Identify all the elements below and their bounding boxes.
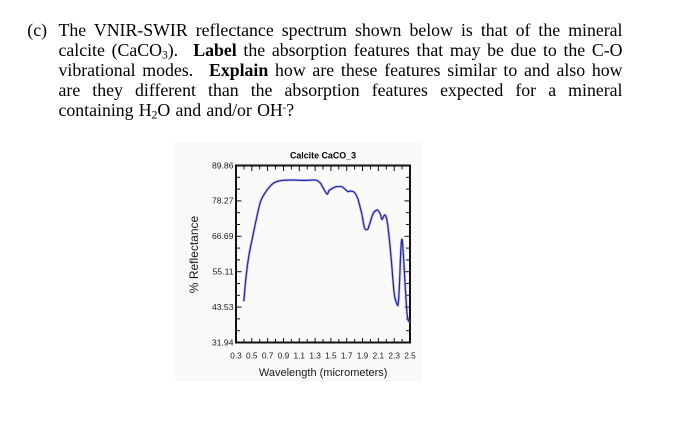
svg-text:1.5: 1.5 xyxy=(325,351,337,361)
svg-text:1.7: 1.7 xyxy=(341,351,353,361)
svg-text:Calcite CaCO_3: Calcite CaCO_3 xyxy=(290,151,356,161)
svg-text:Wavelength (micrometers): Wavelength (micrometers) xyxy=(259,367,388,379)
svg-text:43.53: 43.53 xyxy=(212,302,234,312)
svg-text:% Reflectance: % Reflectance xyxy=(187,215,201,293)
svg-text:89.86: 89.86 xyxy=(212,160,234,170)
svg-text:1.1: 1.1 xyxy=(294,351,306,361)
svg-text:0.9: 0.9 xyxy=(278,351,290,361)
svg-text:55.11: 55.11 xyxy=(213,267,234,277)
svg-text:2.1: 2.1 xyxy=(373,351,385,361)
svg-text:2.3: 2.3 xyxy=(388,351,400,361)
svg-text:0.7: 0.7 xyxy=(262,351,274,361)
svg-text:1.3: 1.3 xyxy=(309,351,321,361)
svg-text:2.5: 2.5 xyxy=(404,351,416,361)
svg-text:1.9: 1.9 xyxy=(357,351,369,361)
svg-text:31.94: 31.94 xyxy=(212,337,234,347)
svg-text:0.5: 0.5 xyxy=(246,351,258,361)
svg-text:66.69: 66.69 xyxy=(212,231,234,241)
svg-text:78.27: 78.27 xyxy=(212,196,234,206)
svg-text:0.3: 0.3 xyxy=(230,351,242,361)
